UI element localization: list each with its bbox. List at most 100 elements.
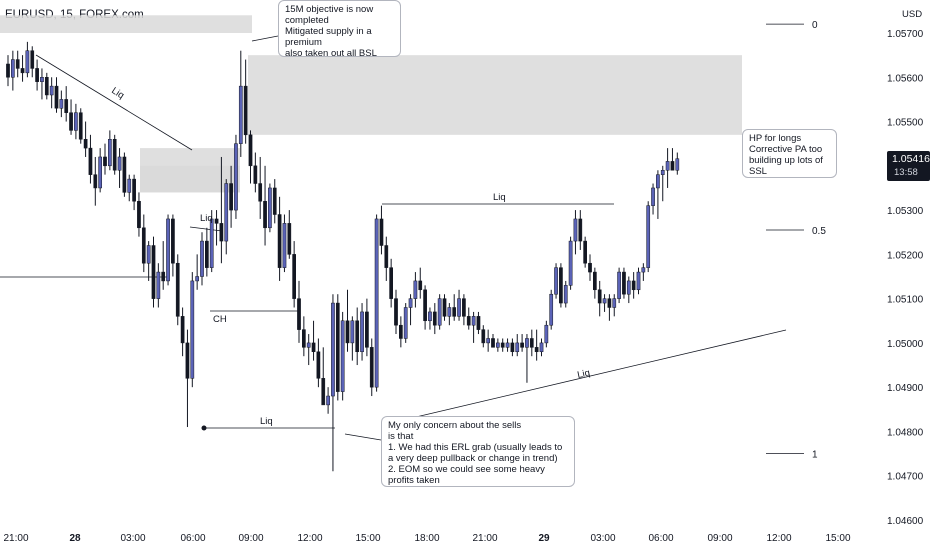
candle-body [340, 320, 345, 392]
candle-body [481, 329, 486, 344]
candle-body [345, 320, 350, 344]
candle-body [573, 218, 578, 242]
candle-body [141, 227, 146, 264]
current-price-badge: 1.05416 13:58 [887, 151, 930, 181]
liq-label-low: Liq [260, 416, 273, 427]
candle-body [214, 218, 219, 224]
candle-body [534, 347, 539, 353]
candle-body [190, 280, 195, 379]
candle-body [137, 200, 141, 229]
zone-supply-premium [248, 55, 742, 135]
candle-body [6, 63, 10, 78]
candle-body [146, 245, 151, 264]
candle-body [83, 139, 88, 149]
candle-body [418, 280, 423, 291]
price-tick: 1.05500 [887, 118, 924, 129]
candle-body [224, 183, 229, 242]
candle-body [331, 302, 335, 397]
candle-body [195, 276, 200, 282]
candle-body [544, 324, 549, 344]
candle-body [11, 59, 15, 78]
candle-body [510, 342, 515, 353]
candle-body [617, 271, 621, 299]
candle-body [374, 218, 379, 388]
candle-body [549, 293, 554, 326]
price-tick: 1.05700 [887, 29, 924, 40]
candle-body [93, 174, 98, 189]
candle-body [607, 298, 612, 308]
level-line-liq-small [189, 226, 223, 232]
candle-body [403, 307, 408, 339]
candle-body [302, 329, 306, 348]
candle-body [675, 158, 680, 171]
candle-body [98, 156, 103, 189]
candle-body [166, 218, 170, 282]
candle-body [132, 178, 136, 202]
trendline-liq-ssl [381, 329, 787, 426]
candle-body [428, 311, 432, 322]
candle-body [54, 85, 59, 109]
candle-body [253, 165, 258, 184]
candle-body [49, 85, 54, 96]
candle-body [612, 298, 617, 308]
candle-body [248, 134, 253, 167]
time-axis: 21:00 28 03:00 06:00 09:00 12:00 15:00 18:00 21:… [3, 533, 850, 544]
candle-body [360, 311, 364, 353]
candle-body [520, 342, 524, 348]
axis-unit: USD [902, 9, 923, 20]
candle-body [171, 218, 175, 264]
candle-body [175, 262, 180, 317]
candle-body [282, 223, 287, 268]
candle-body [180, 316, 185, 344]
candle-body [238, 85, 243, 144]
candle-body [423, 289, 427, 322]
liq-label-mid: Liq [493, 192, 506, 203]
candle-body [365, 311, 369, 348]
candle-body [64, 99, 69, 113]
note-pointer-concern [344, 433, 382, 441]
fib-label: 0.5 [812, 226, 826, 237]
candle-body [272, 187, 277, 215]
candle-body [539, 342, 544, 353]
candle-body [447, 307, 452, 317]
candle-body [505, 342, 510, 348]
candle-body [413, 280, 418, 299]
price-axis: 1.057001.056001.055001.054001.053001.052… [887, 29, 924, 527]
liq-label-small: Liq [200, 213, 213, 224]
candle-body [306, 342, 311, 348]
candle-body [442, 298, 447, 317]
candle-body [151, 245, 156, 299]
candle-body [466, 316, 471, 326]
ch-label: CH [213, 314, 227, 325]
candle-body [20, 68, 25, 74]
time-tick: 29 [538, 533, 550, 544]
candle-body [44, 77, 49, 96]
candle-body [486, 338, 490, 344]
time-tick: 21:00 [3, 533, 28, 544]
candle-body [74, 112, 78, 131]
time-tick: 03:00 [590, 533, 615, 544]
price-tick: 1.05200 [887, 250, 924, 261]
candle-body [185, 342, 190, 379]
time-tick: 15:00 [355, 533, 380, 544]
current-price: 1.05416 [892, 153, 930, 165]
candle-body [103, 156, 107, 167]
candle-body [626, 280, 631, 295]
zones-layer [0, 15, 742, 193]
candle-body [88, 147, 93, 175]
time-tick: 28 [69, 533, 81, 544]
candle-body [287, 223, 292, 255]
candle-body [597, 289, 602, 304]
candle-body [263, 200, 267, 229]
fib-label: 1 [812, 450, 818, 461]
price-tick: 1.05600 [887, 73, 924, 84]
time-tick: 12:00 [766, 533, 791, 544]
candle-body [69, 112, 73, 131]
trendline-liq-upper [35, 54, 193, 151]
candle-body [471, 316, 476, 326]
candle-body [127, 178, 132, 193]
candle-body [243, 85, 248, 136]
candle-body [384, 245, 389, 268]
candle-body [491, 338, 495, 348]
